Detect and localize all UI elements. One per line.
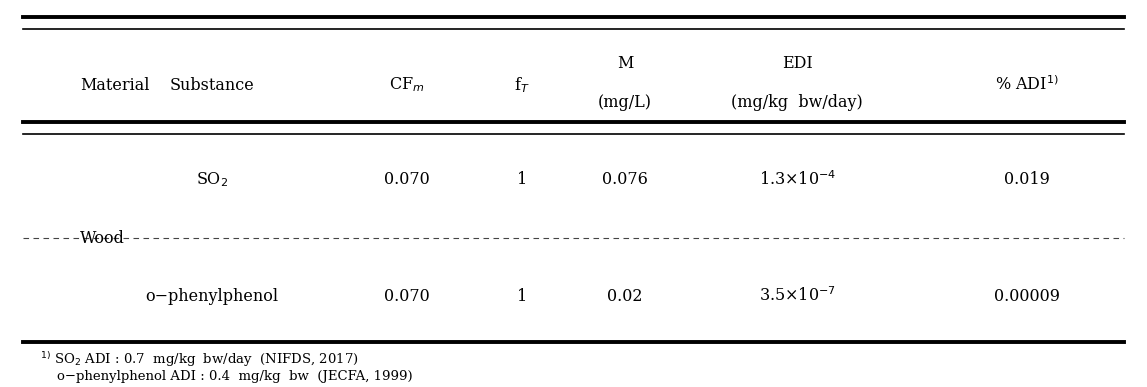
Text: $^{1)}$ SO$_2$ ADI : 0.7  mg/kg  bw/day  (NIFDS, 2017): $^{1)}$ SO$_2$ ADI : 0.7 mg/kg bw/day (N… (40, 350, 359, 368)
Text: (mg/kg  bw/day): (mg/kg bw/day) (732, 94, 863, 111)
Text: Wood: Wood (80, 229, 125, 247)
Text: 0.070: 0.070 (384, 288, 430, 305)
Text: M: M (617, 55, 633, 72)
Text: % ADI$^{1)}$: % ADI$^{1)}$ (994, 76, 1059, 94)
Text: Substance: Substance (170, 77, 255, 94)
Text: Material: Material (80, 77, 150, 94)
Text: (mg/L): (mg/L) (598, 94, 653, 111)
Text: 1: 1 (517, 288, 526, 305)
Text: f$_T$: f$_T$ (514, 75, 530, 95)
Text: 0.00009: 0.00009 (993, 288, 1060, 305)
Text: 0.070: 0.070 (384, 171, 430, 188)
Text: 0.019: 0.019 (1004, 171, 1050, 188)
Text: 3.5×10$^{-7}$: 3.5×10$^{-7}$ (758, 287, 836, 305)
Text: CF$_m$: CF$_m$ (389, 76, 426, 94)
Text: EDI: EDI (782, 55, 812, 72)
Text: 0.02: 0.02 (608, 288, 642, 305)
Text: 0.076: 0.076 (602, 171, 648, 188)
Text: SO$_2$: SO$_2$ (196, 171, 228, 189)
Text: 1.3×10$^{-4}$: 1.3×10$^{-4}$ (758, 171, 836, 189)
Text: o−phenylphenol: o−phenylphenol (146, 288, 279, 305)
Text: 1: 1 (517, 171, 526, 188)
Text: o−phenylphenol ADI : 0.4  mg/kg  bw  (JECFA, 1999): o−phenylphenol ADI : 0.4 mg/kg bw (JECFA… (40, 370, 413, 383)
